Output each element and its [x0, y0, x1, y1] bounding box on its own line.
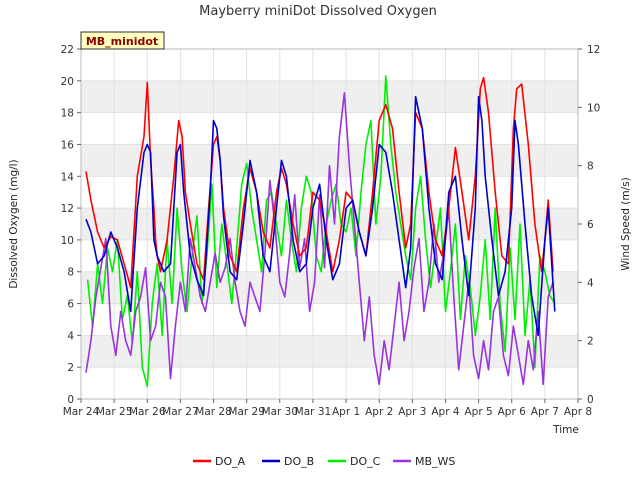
x-tick-label: Apr 6 — [498, 406, 527, 418]
legend: DO_A DO_B DO_C MB_WS — [193, 455, 455, 468]
x-tick-label: Mar 31 — [295, 406, 332, 418]
x-tick-label: Mar 29 — [228, 406, 265, 418]
y-tick-label: 18 — [61, 108, 74, 120]
y-axis-label: Dissolved Oxygen (mg/l) — [8, 159, 20, 288]
y-tick-label: 10 — [61, 235, 74, 247]
series-line-mb_ws — [85, 92, 554, 386]
legend-item-mb_ws: MB_WS — [393, 455, 455, 468]
y2-axis-label: Wind Speed (m/s) — [620, 177, 632, 270]
x-axis-label: Time — [552, 424, 579, 436]
y2-tick-label: 12 — [587, 44, 600, 56]
y2-tick-label: 0 — [587, 394, 594, 406]
legend-label: DO_C — [350, 455, 381, 468]
y2-tick-label: 4 — [587, 277, 594, 289]
legend-item-do_c: DO_C — [328, 455, 381, 468]
x-tick-label: Mar 25 — [96, 406, 133, 418]
x-tick-label: Mar 28 — [195, 406, 232, 418]
series-line-do_b — [85, 95, 556, 337]
y2-tick-label: 10 — [587, 102, 600, 114]
series-layer — [85, 75, 556, 388]
badge-label: MB_minidot — [86, 35, 158, 48]
legend-label: MB_WS — [415, 455, 455, 468]
x-tick-label: Apr 5 — [465, 406, 493, 418]
y2-tick-label: 2 — [587, 336, 594, 348]
x-tick-label: Apr 4 — [431, 406, 460, 418]
x-tick-label: Apr 3 — [398, 406, 426, 418]
y-tick-label: 20 — [61, 76, 74, 88]
x-tick-label: Apr 8 — [564, 406, 592, 418]
grid-band — [81, 335, 578, 368]
y-tick-label: 22 — [61, 44, 74, 56]
x-tick-label: Apr 1 — [332, 406, 360, 418]
x-tick-label: Mar 30 — [262, 406, 299, 418]
x-tick-label: Mar 27 — [162, 406, 199, 418]
y-tick-label: 4 — [67, 330, 74, 342]
legend-label: DO_B — [284, 455, 314, 468]
y-tick-label: 0 — [67, 394, 74, 406]
x-tick-label: Mar 24 — [63, 406, 100, 418]
series-line-do_c — [86, 75, 556, 388]
grid-band — [81, 80, 578, 113]
legend-item-do_b: DO_B — [262, 455, 314, 468]
legend-item-do_a: DO_A — [193, 455, 246, 468]
x-tick-label: Mar 26 — [129, 406, 166, 418]
y2-tick-label: 8 — [587, 161, 594, 173]
badge: MB_minidot — [80, 31, 165, 50]
y-tick-label: 14 — [61, 171, 75, 183]
x-tick-label: Apr 7 — [531, 406, 559, 418]
y-tick-label: 16 — [61, 139, 75, 151]
x-tick-label: Apr 2 — [365, 406, 393, 418]
chart-title: Mayberry miniDot Dissolved Oxygen — [199, 4, 437, 19]
y2-tick-label: 6 — [587, 219, 594, 231]
badge-box — [80, 31, 165, 50]
y-tick-label: 6 — [67, 299, 74, 311]
y-tick-label: 8 — [67, 267, 74, 279]
y-tick-label: 2 — [67, 362, 74, 374]
legend-label: DO_A — [215, 455, 246, 468]
y-tick-label: 12 — [61, 203, 74, 215]
